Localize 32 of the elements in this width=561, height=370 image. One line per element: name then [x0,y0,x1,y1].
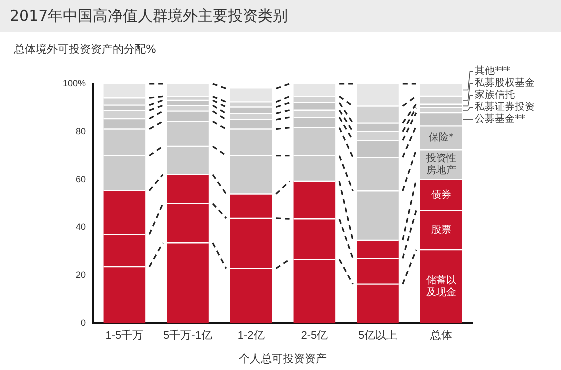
y-tick-label: 100% [62,78,86,88]
bar [357,84,399,106]
bar [420,84,462,96]
bar [167,84,209,97]
series-label: 债券 [431,188,452,201]
y-axis-title: 总体境外可投资资产的分配% [14,42,158,56]
series-label: 保险* [428,132,454,144]
x-tick-label: 1-5千万 [106,329,144,342]
x-tick-label: 2-5亿 [301,330,328,342]
series-label: 家族信托 [475,89,516,102]
bar [230,88,272,102]
series-label: 储蓄以及现金 [426,274,456,298]
series-label: 投资性房地产 [425,152,456,177]
series-label: 公募基金** [475,113,526,126]
x-tick-label: 总体 [429,329,452,342]
chart-title: 2017年中国高净值人群境外主要投资类别 [0,0,561,32]
series-label: 其他*** [475,65,510,78]
series-label: 私募股权基金 [475,77,536,90]
y-tick-label: 60 [76,174,86,184]
bar [104,84,146,98]
y-tick-label: 0 [81,318,86,328]
y-tick-label: 20 [76,270,86,280]
y-tick-label: 80 [76,126,86,136]
x-tick-label: 5千万-1亿 [164,329,212,342]
x-tick-label: 1-2亿 [238,330,265,342]
series-label: 股票 [431,224,452,236]
y-tick-label: 40 [76,222,86,232]
series-label: 私募证券投资 [475,101,536,114]
bar [357,106,399,124]
x-tick-label: 5亿以上 [358,329,398,342]
x-axis-title: 个人总可投资资产 [239,352,328,366]
bar [294,84,336,97]
